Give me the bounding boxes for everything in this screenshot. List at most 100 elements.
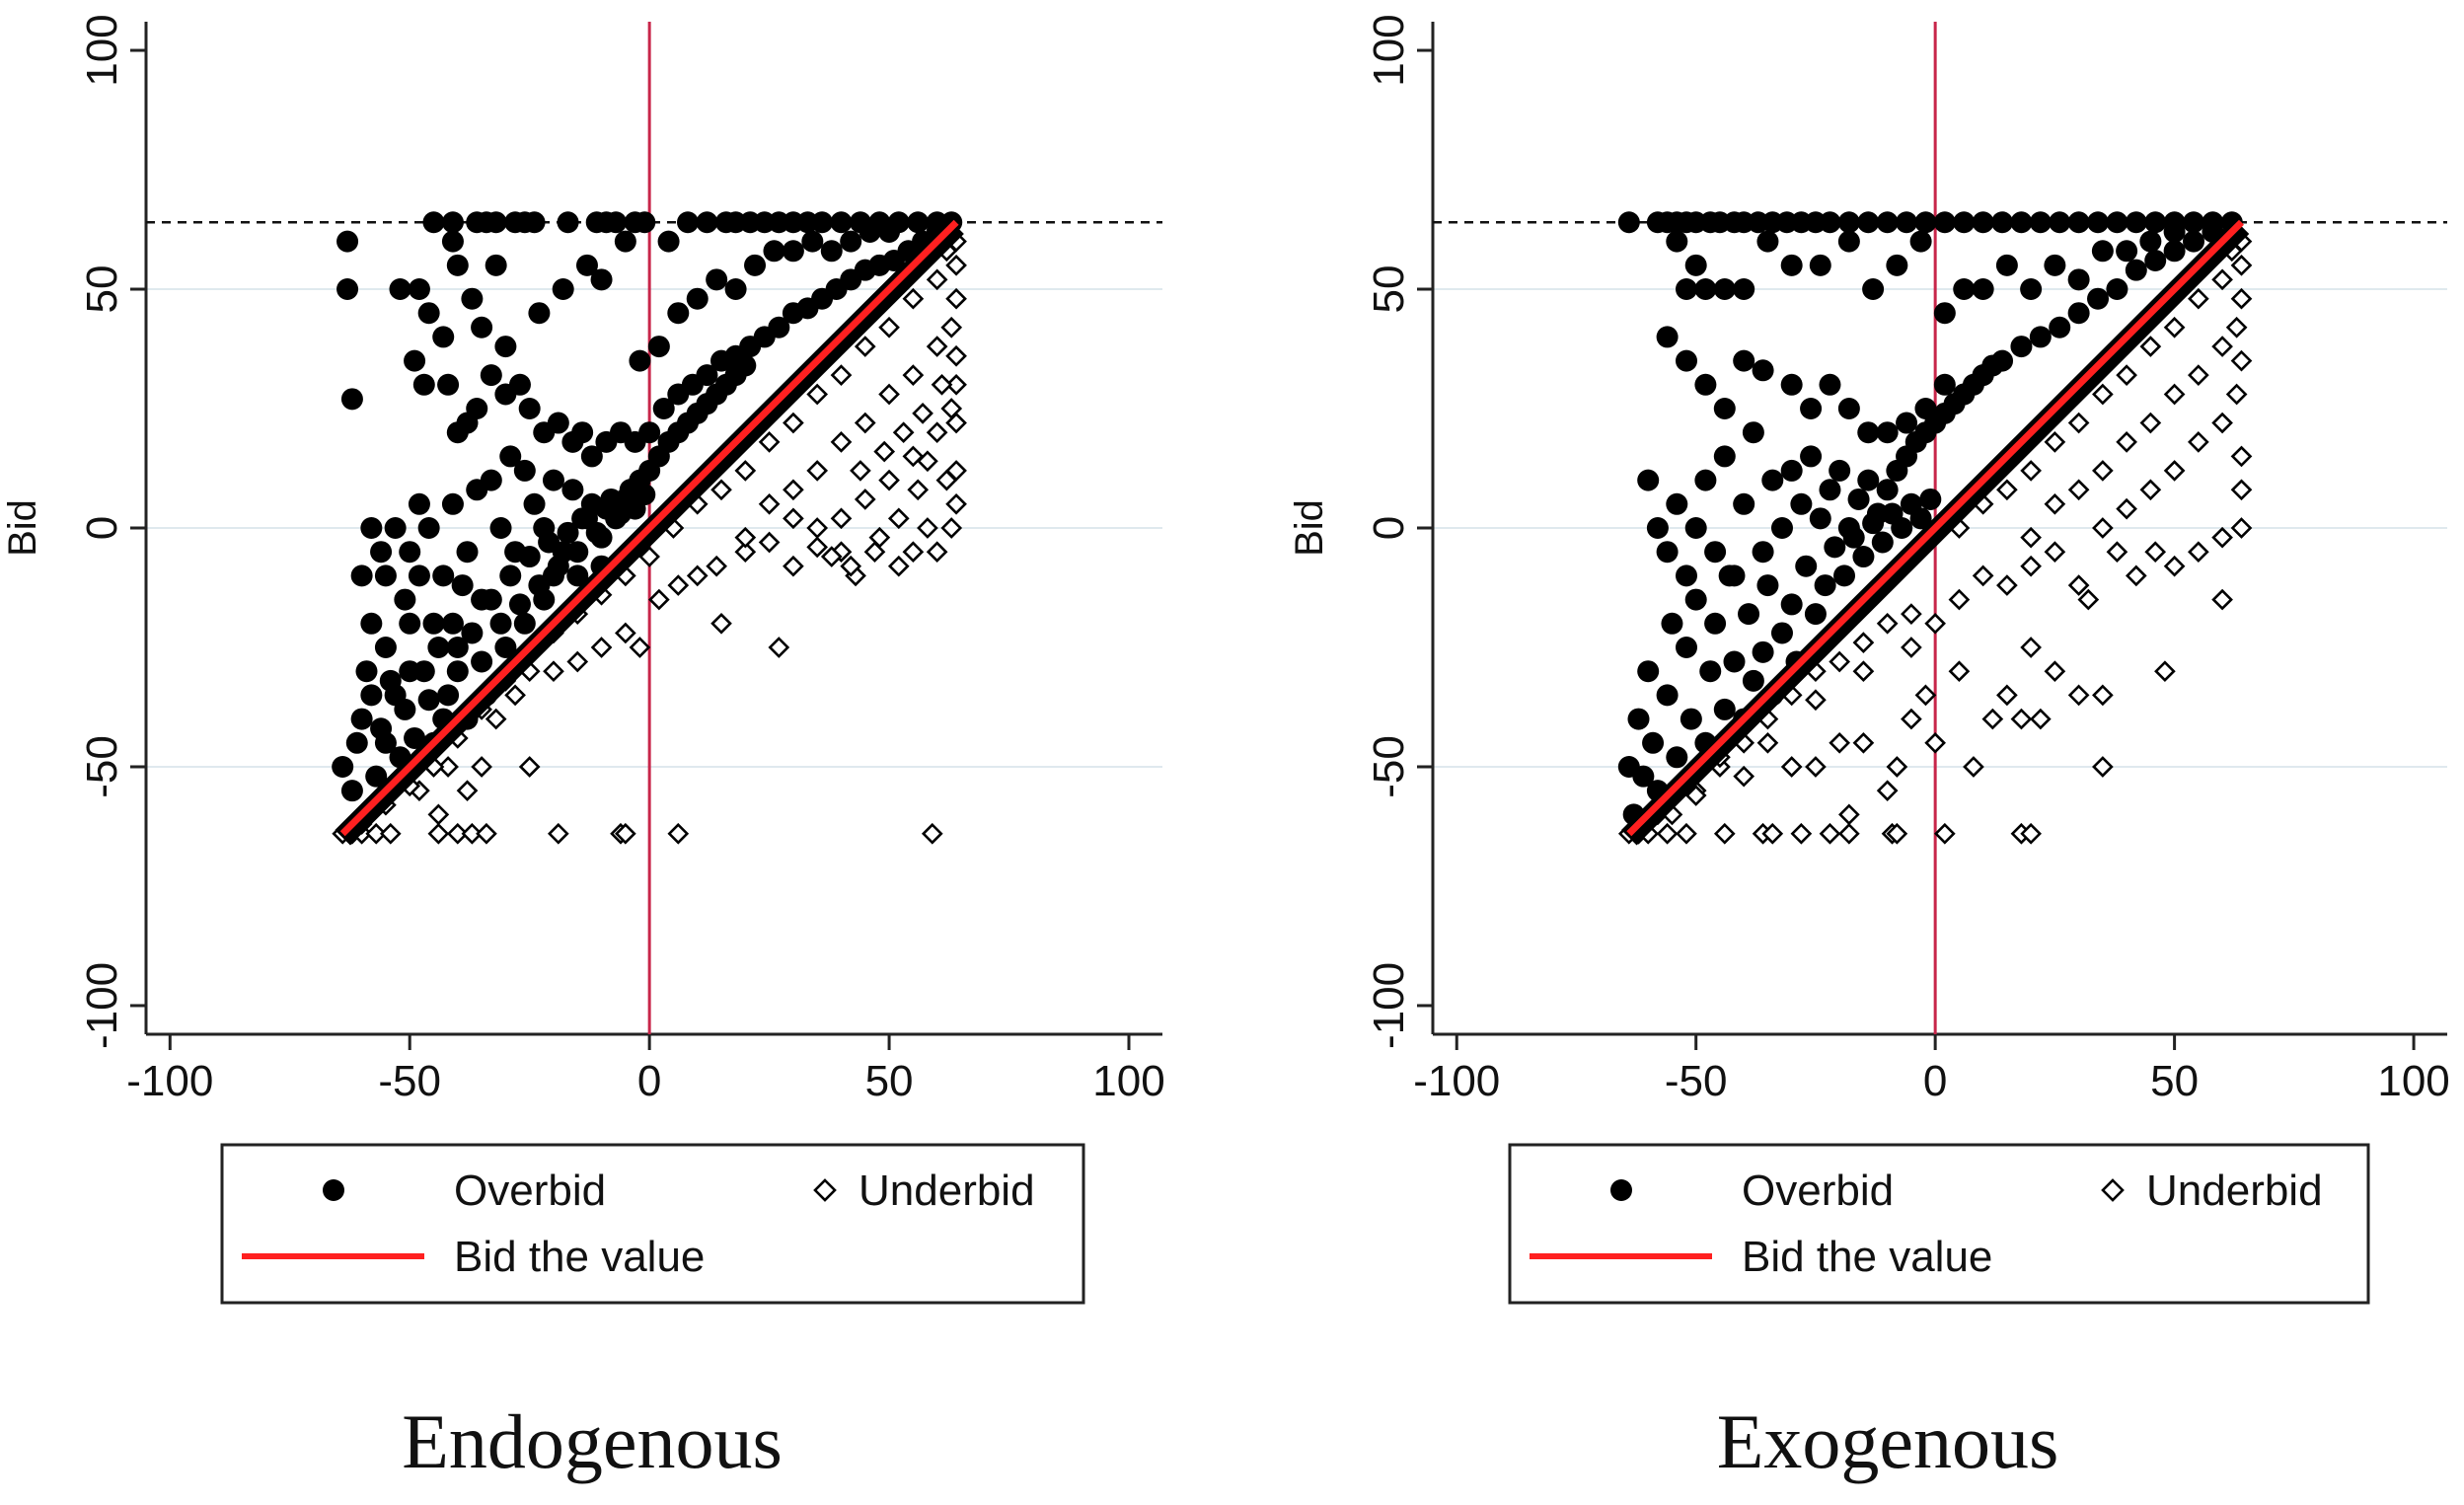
overbid-point [2067,268,2090,291]
underbid-point [2163,383,2186,406]
underbid-point [2230,287,2253,310]
underbid-point [806,383,829,406]
underbid-point [1819,822,1841,845]
overbid-point [533,588,556,611]
overbid-point [744,254,767,276]
legend-overbid-marker [1610,1179,1632,1201]
underbid-point [1901,708,1922,730]
overbid-point [724,278,747,301]
underbid-point [1733,765,1755,788]
overbid-point [494,636,517,658]
overbid-point [557,211,579,234]
overbid-point [485,211,507,234]
overbid-point [466,398,488,420]
underbid-point [2139,412,2162,434]
overbid-point [1684,254,1707,276]
overbid-point [1819,373,1841,396]
underbid-point [783,555,804,577]
underbid-point [2106,541,2128,564]
overbid-point [2067,211,2090,234]
x-tick-label: 50 [2150,1057,2199,1105]
overbid-point [2183,230,2204,253]
overbid-point [422,211,445,234]
overbid-point [336,278,359,301]
overbid-point [451,574,474,597]
underbid-point [2230,517,2253,539]
overbid-point [2029,326,2052,348]
overbid-point [1829,459,1851,482]
overbid-point [408,492,430,515]
underbid-point [2044,431,2066,453]
overbid-point [1656,326,1679,348]
overbid-point [571,421,594,444]
overbid-point [1814,574,1836,597]
overbid-point [734,354,757,377]
underbid-point [485,708,507,730]
y-tick-label: 50 [78,265,126,314]
legend-underbid-marker [2101,1178,2125,1202]
overbid-point [1676,278,1697,301]
overbid-point [508,373,531,396]
overbid-point [1876,479,1899,501]
overbid-point [350,564,373,587]
underbid-point [1972,564,1994,587]
overbid-point [417,302,440,325]
underbid-point [921,822,943,845]
overbid-point [1680,708,1702,730]
underbid-point [1852,660,1875,683]
underbid-point [940,316,963,339]
underbid-point [686,564,709,587]
legend-overbid-marker [323,1179,344,1201]
overbid-point [1819,479,1841,501]
underbid-point [461,822,484,845]
underbid-point [629,637,651,658]
overbid-point [494,336,517,358]
underbid-point [1924,731,1946,754]
underbid-point [887,507,910,530]
underbid-point [926,541,948,564]
overbid-point [1862,278,1885,301]
overbid-point [1995,254,2018,276]
overbid-point [1699,660,1722,683]
underbid-point [2139,336,2162,357]
x-tick-label: 100 [1092,1057,1164,1105]
underbid-point [2067,479,2090,501]
overbid-point [432,564,455,587]
overbid-point [605,211,628,234]
underbid-point [2230,479,2253,501]
underbid-point [1761,822,1784,845]
underbid-point [2092,756,2114,778]
y-tick-label: 50 [1365,265,1413,314]
underbid-point [2067,684,2090,707]
underbid-point [2116,497,2137,520]
panel-caption: Exogenous [1717,1398,2059,1484]
overbid-point [471,650,493,673]
overbid-point [422,612,445,635]
overbid-point [1953,278,1976,301]
x-tick-label: -50 [1665,1057,1728,1105]
underbid-point [892,421,915,444]
overbid-point [2116,240,2138,263]
overbid-point [523,211,546,234]
y-tick-label: 100 [1365,14,1413,86]
overbid-point [2125,211,2147,234]
overbid-point [441,211,464,234]
overbid-point [1627,708,1650,730]
overbid-point [1694,278,1717,301]
overbid-point [427,636,450,658]
overbid-point [820,240,843,263]
overbid-point [647,336,670,358]
y-tick-label: 0 [1365,516,1413,540]
overbid-point [489,517,512,539]
overbid-point [1656,541,1679,564]
overbid-point [1704,612,1727,635]
overbid-point [1733,492,1755,515]
overbid-point [2125,259,2147,281]
overbid-point [1637,469,1660,491]
overbid-point [1886,254,1908,276]
underbid-point [2020,460,2042,482]
overbid-point [2144,211,2167,234]
overbid-point [360,517,383,539]
overbid-point [1742,669,1764,692]
